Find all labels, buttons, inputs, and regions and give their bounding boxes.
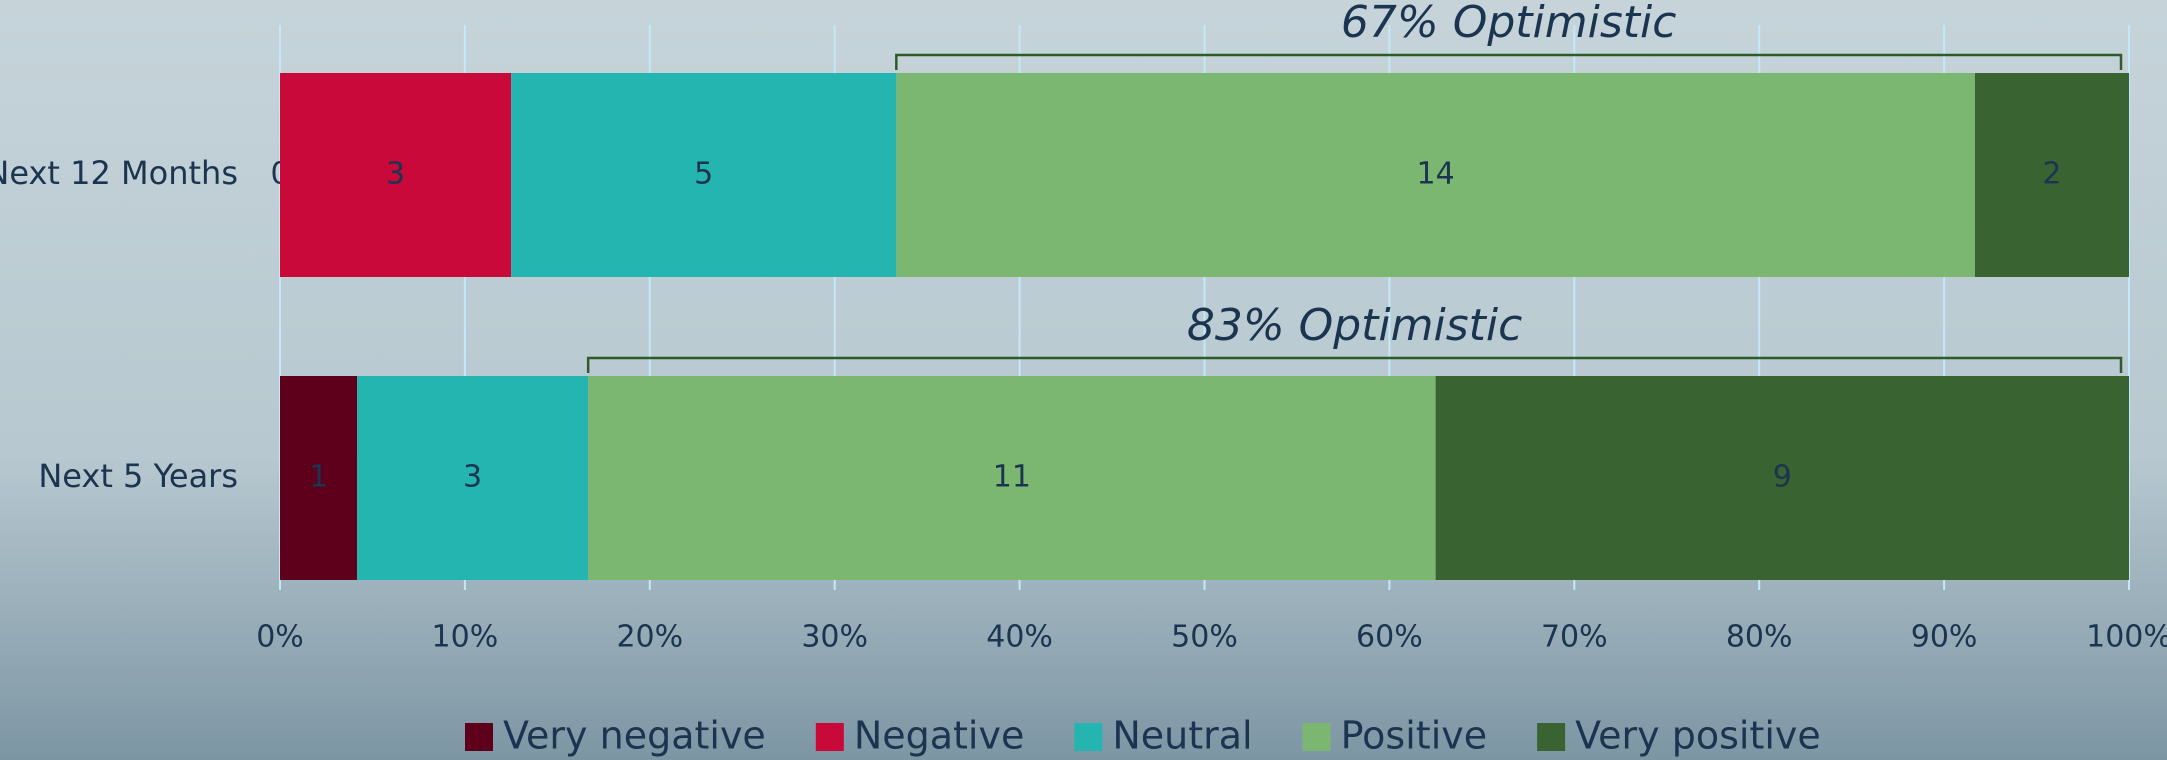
- x-tick-label: 60%: [1356, 620, 1423, 655]
- bar-segment: [1435, 376, 2129, 580]
- legend-swatch: [815, 723, 844, 751]
- x-tick-label: 10%: [432, 620, 499, 655]
- annotation-bracket: [895, 53, 2123, 70]
- annotation: 67% Optimistic: [1341, 0, 1677, 48]
- y-tick-label: Next 12 Months: [0, 154, 238, 192]
- legend-label: Positive: [1341, 714, 1488, 758]
- data-label: 5: [694, 157, 713, 192]
- bar-segment: [280, 376, 358, 580]
- legend-swatch: [465, 723, 493, 751]
- bar-segment: [1974, 73, 2129, 277]
- legend-swatch: [1074, 723, 1103, 751]
- x-tick-label: 70%: [1541, 620, 1608, 655]
- legend-swatch: [1302, 723, 1331, 751]
- data-label: 11: [993, 460, 1031, 495]
- data-label: 3: [386, 157, 405, 192]
- legend-label: Negative: [854, 714, 1025, 758]
- bar-segment: [588, 376, 1436, 580]
- bar-segment: [896, 73, 1975, 277]
- legend-label: Neutral: [1112, 714, 1252, 758]
- y-tick-label: Next 5 Years: [38, 457, 238, 495]
- bar-segment: [280, 73, 512, 277]
- legend-swatch: [1537, 723, 1566, 751]
- x-tick-label: 0%: [256, 620, 304, 655]
- data-label: 9: [1773, 460, 1792, 495]
- data-label: 3: [463, 460, 482, 495]
- data-label: 2: [2042, 157, 2061, 192]
- x-tick-label: 20%: [616, 620, 683, 655]
- x-tick-label: 100%: [2086, 620, 2167, 655]
- bar-segment: [357, 376, 589, 580]
- bar-segment: [511, 73, 897, 277]
- x-tick-label: 90%: [1911, 620, 1978, 655]
- data-label: 14: [1417, 157, 1455, 192]
- legend-label: Very positive: [1575, 714, 1821, 758]
- x-tick-label: 30%: [801, 620, 868, 655]
- data-label: 1: [309, 460, 328, 495]
- legend-label: Very negative: [503, 714, 766, 758]
- x-tick-label: 50%: [1171, 620, 1238, 655]
- x-tick-label: 40%: [986, 620, 1053, 655]
- x-tick-label: 80%: [1726, 620, 1793, 655]
- annotation-bracket: [586, 356, 2123, 373]
- annotation: 83% Optimistic: [1187, 300, 1523, 351]
